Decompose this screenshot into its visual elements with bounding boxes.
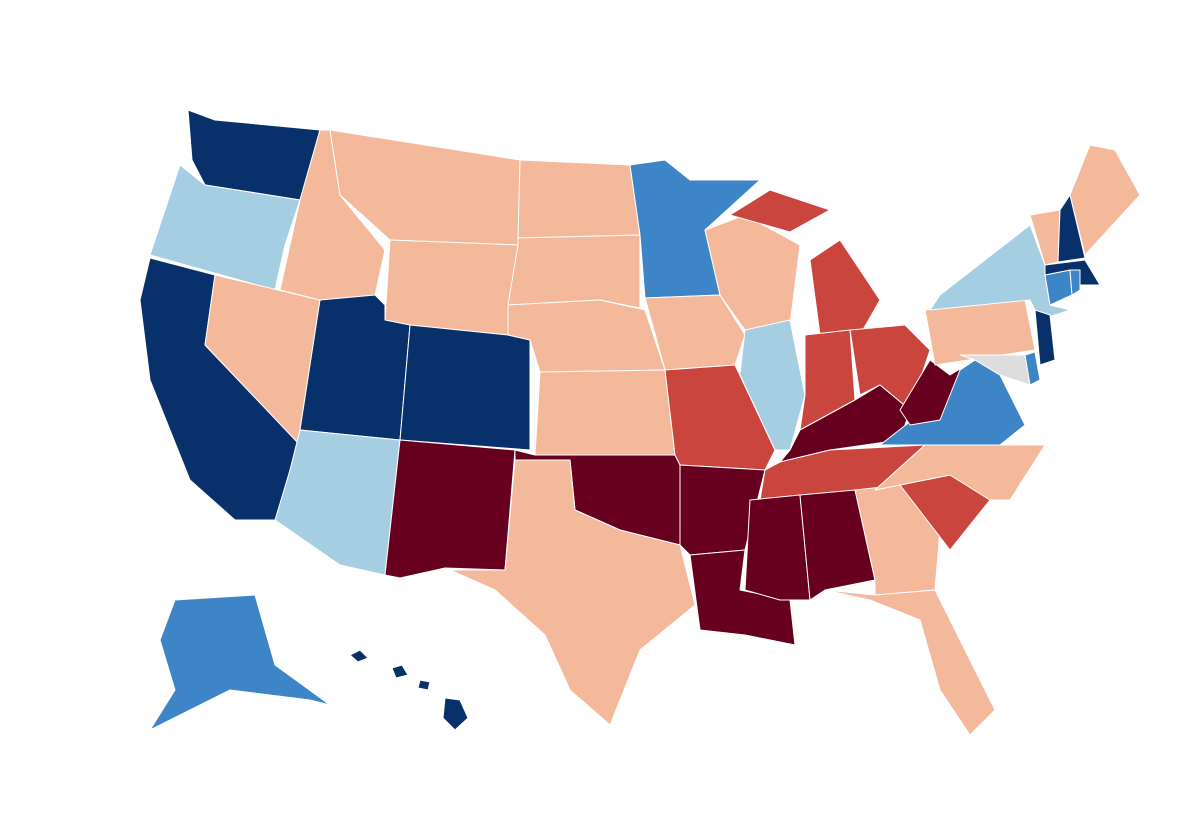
state <box>399 324 531 451</box>
state <box>824 589 996 736</box>
state <box>384 439 516 579</box>
state <box>744 494 811 601</box>
state <box>644 294 746 371</box>
state <box>517 159 641 239</box>
state <box>1044 269 1073 306</box>
state <box>349 649 369 663</box>
state <box>899 359 976 426</box>
state <box>1057 194 1086 263</box>
state <box>959 354 1031 386</box>
state <box>809 239 881 336</box>
state <box>507 299 666 373</box>
state <box>799 489 876 601</box>
state <box>729 189 831 233</box>
state <box>1034 309 1056 366</box>
state <box>149 594 331 731</box>
state <box>1024 351 1041 386</box>
state <box>1069 269 1081 296</box>
state <box>384 239 519 336</box>
state <box>417 679 431 691</box>
state <box>1069 144 1141 256</box>
state <box>1044 259 1101 286</box>
state <box>442 697 469 731</box>
state <box>391 664 409 679</box>
state <box>689 549 796 646</box>
state <box>149 164 301 291</box>
state <box>534 369 676 456</box>
state <box>449 459 696 726</box>
state <box>507 234 641 309</box>
